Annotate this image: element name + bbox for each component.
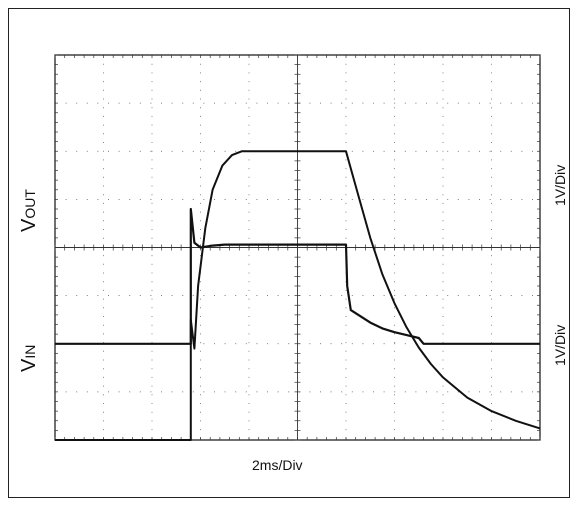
vout-scale-label: 1V/Div bbox=[552, 164, 568, 206]
x-axis-label: 2ms/Div bbox=[252, 457, 303, 473]
figure-frame bbox=[8, 8, 570, 498]
vin-scale-label: 1V/Div bbox=[552, 324, 568, 366]
vin-label-subscript: IN bbox=[22, 344, 38, 359]
vout-axis-label: VOUT bbox=[18, 189, 41, 232]
vin-axis-label: VIN bbox=[18, 345, 41, 372]
vin-label-main: V bbox=[18, 358, 40, 372]
vout-trace bbox=[55, 150, 541, 441]
traces bbox=[55, 150, 541, 441]
vin-trace bbox=[55, 207, 540, 345]
vout-label-main: V bbox=[18, 218, 40, 232]
grid bbox=[54, 54, 541, 441]
vout-label-subscript: OUT bbox=[22, 189, 38, 219]
